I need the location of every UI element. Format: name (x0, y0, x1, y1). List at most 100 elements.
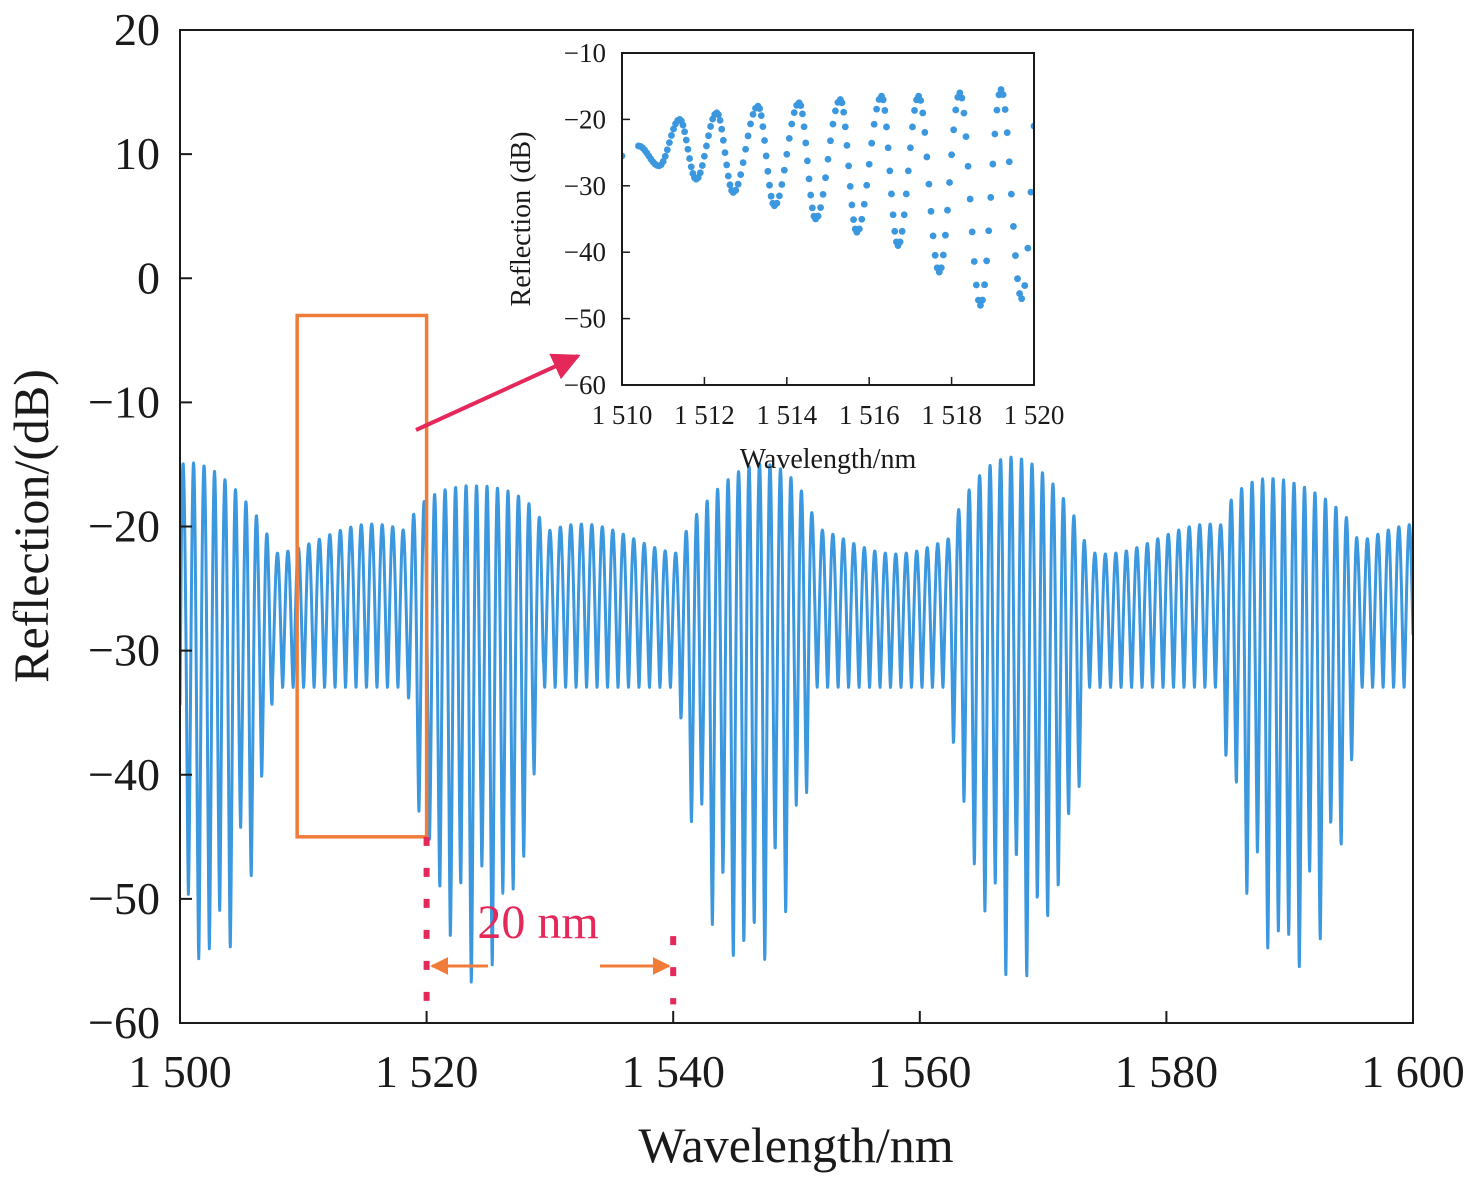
inset-data-point (799, 110, 806, 118)
main-y-tick-label: −10 (88, 376, 160, 427)
inset-data-point (865, 160, 873, 168)
inset-data-point (707, 123, 714, 130)
inset-data-point (1024, 244, 1032, 252)
inset-data-point (1007, 190, 1015, 198)
inset-data-point (827, 137, 834, 145)
inset-x-tick-label: 1 510 (592, 400, 653, 430)
inset-data-point (985, 227, 993, 235)
inset-data-point (909, 123, 916, 131)
inset-data-point (819, 190, 827, 198)
inset-data-point (891, 227, 899, 235)
inset-data-point (931, 251, 939, 259)
inset-data-point (858, 215, 866, 223)
main-x-tick-label: 1 600 (1361, 1046, 1465, 1097)
inset-data-point (840, 108, 848, 116)
period-annotation: 20 nm (423, 836, 677, 1005)
inset-data-point (999, 91, 1007, 99)
inset-data-point (964, 162, 972, 170)
inset-x-tick-label: 1 514 (756, 400, 817, 430)
inset-data-point (921, 129, 929, 136)
inset-data-point (661, 152, 669, 160)
inset-data-point (686, 155, 693, 162)
inset-x-tick-label: 1 512 (674, 400, 735, 430)
inset-data-point (790, 109, 798, 117)
inset-data-point (715, 111, 722, 119)
inset-data-point (767, 192, 775, 200)
inset-data-point (987, 194, 995, 201)
inset-data-point (788, 120, 796, 128)
inset-data-point (804, 157, 811, 165)
inset-data-point (952, 106, 960, 114)
inset-data-point (718, 125, 726, 133)
inset-y-tick-label: −10 (564, 38, 606, 68)
main-x-tick-label: 1 580 (1115, 1046, 1219, 1097)
inset-data-point (698, 162, 706, 169)
inset-data-point (807, 191, 815, 199)
inset-data-point (958, 94, 966, 102)
inset-data-point (802, 139, 810, 147)
inset-data-point (850, 216, 857, 224)
inset-data-point (888, 190, 895, 198)
inset-data-point (879, 96, 887, 104)
zoom-region-box (295, 313, 429, 839)
inset-data-point (696, 169, 704, 177)
inset-data-point (848, 201, 856, 209)
inset-data-point (846, 183, 854, 190)
inset-data-point (682, 136, 690, 144)
main-x-ticks: 1 500 1 520 1 540 1 560 1 580 1 600 (128, 1011, 1465, 1097)
main-y-axis-title: Reflection/(dB) (3, 369, 59, 683)
inset-y-tick-label: −60 (564, 370, 606, 400)
inset-data-point (1010, 223, 1017, 230)
inset-data-point (761, 137, 768, 144)
inset-background (622, 53, 1034, 385)
inset-data-point (989, 160, 997, 168)
inset-data-point (724, 172, 732, 180)
inset-data-point (942, 231, 949, 239)
main-y-tick-label: −50 (88, 873, 160, 924)
inset-data-point (991, 130, 999, 138)
inset-data-point (841, 123, 849, 131)
inset-data-point (1018, 295, 1026, 303)
inset-data-point (960, 109, 968, 117)
main-y-tick-label: −60 (88, 997, 160, 1048)
inset-y-tick-label: −40 (564, 237, 606, 267)
inset-data-point (757, 112, 765, 120)
inset-data-point (749, 110, 757, 118)
inset-data-point (845, 162, 852, 170)
inset-data-point (1001, 106, 1009, 113)
inset-data-point (659, 158, 667, 165)
inset-data-point (829, 120, 837, 128)
inset-data-point (1027, 188, 1034, 196)
inset-data-point (726, 181, 734, 189)
inset-data-point (972, 281, 980, 289)
inset-x-axis-title: Wavelength/nm (740, 444, 917, 475)
inset-data-point (904, 167, 912, 175)
inset-data-point (756, 105, 764, 112)
inset-x-tick-label: 1 520 (1004, 400, 1065, 430)
inset-data-point (783, 150, 791, 158)
inset-data-point (808, 204, 816, 212)
inset-data-point (824, 155, 832, 163)
inset-data-point (759, 123, 767, 131)
inset-data-point (927, 207, 935, 215)
inset-data-point (1003, 129, 1011, 137)
inset-data-point (797, 102, 805, 110)
period-label: 20 nm (477, 896, 598, 949)
inset-data-point (970, 258, 978, 265)
inset-x-tick-label: 1 516 (839, 400, 900, 430)
inset-data-point (719, 136, 727, 144)
inset-data-point (979, 296, 986, 304)
inset-data-point (762, 152, 770, 160)
inset-data-point (805, 175, 813, 183)
inset-data-point (868, 139, 876, 147)
inset-data-point (923, 153, 931, 161)
inset-data-point (968, 228, 976, 236)
main-y-tick-label: 20 (114, 4, 160, 55)
inset-data-point (739, 159, 747, 167)
inset-data-point (855, 225, 863, 233)
inset-data-point (889, 211, 897, 219)
inset-pointer-arrow (415, 353, 581, 432)
inset-data-point (962, 133, 970, 141)
main-plot: 1 500 1 520 1 540 1 560 1 580 1 600 20100−10−… (3, 4, 1465, 1173)
inset-data-point (919, 109, 927, 117)
